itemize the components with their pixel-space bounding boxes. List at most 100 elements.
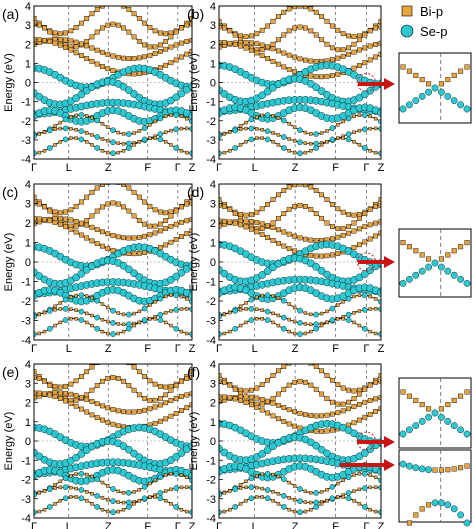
bi-point — [110, 200, 116, 206]
se-point — [329, 125, 336, 131]
y-axis-label: Energy (eV) — [3, 53, 15, 112]
se-point — [78, 487, 85, 493]
bi-point — [259, 27, 265, 33]
se-point — [248, 136, 255, 143]
bi-point — [173, 411, 179, 416]
bi-point — [74, 128, 78, 132]
bi-point — [74, 317, 78, 321]
bi-point — [281, 32, 287, 38]
bi-point — [292, 54, 297, 60]
inset-bi-point — [458, 244, 464, 250]
y-tick-label: -4 — [21, 154, 31, 166]
bi-point — [131, 213, 137, 219]
bi-point — [373, 116, 378, 121]
bi-point — [163, 311, 168, 315]
y-tick-label: 0 — [210, 436, 216, 448]
se-point — [94, 504, 100, 510]
bi-point — [276, 368, 281, 374]
bi-point — [163, 114, 168, 118]
bi-point — [270, 413, 276, 419]
se-point — [47, 127, 53, 134]
y-tick-label: 4 — [25, 359, 31, 371]
y-tick-label: 0 — [210, 257, 216, 269]
bi-point — [136, 194, 142, 200]
inset-bi-point — [413, 512, 419, 518]
bi-point — [357, 143, 362, 147]
se-point — [248, 125, 255, 132]
bi-point — [357, 293, 362, 297]
bi-point — [100, 64, 105, 69]
bi-point — [367, 206, 373, 212]
bi-point — [105, 376, 111, 381]
bi-point — [346, 33, 351, 39]
bi-point — [73, 39, 79, 45]
inset-se-point — [444, 417, 452, 425]
se-point — [110, 320, 116, 326]
se-point — [157, 115, 164, 122]
bi-point — [57, 210, 63, 216]
bi-point — [90, 296, 94, 300]
bi-point — [357, 63, 362, 68]
se-point — [317, 266, 326, 275]
bi-point — [89, 45, 95, 51]
bi-point — [221, 218, 227, 224]
band-line — [34, 202, 192, 227]
bi-point — [185, 485, 189, 489]
bi-point — [34, 375, 37, 380]
bi-point — [90, 143, 94, 147]
bi-point — [368, 473, 372, 477]
inset-se-point — [405, 426, 413, 434]
bi-point — [89, 412, 95, 418]
se-point — [280, 504, 287, 510]
bi-point — [73, 403, 79, 409]
bi-point — [346, 406, 351, 412]
bi-point — [63, 390, 69, 396]
bi-point — [63, 383, 69, 389]
bi-point — [303, 322, 308, 326]
bi-point — [287, 302, 291, 306]
bi-point — [303, 379, 308, 385]
bi-point — [169, 143, 173, 147]
bi-point — [73, 378, 79, 384]
se-point — [172, 453, 180, 461]
se-point — [313, 490, 320, 496]
bi-point — [157, 49, 163, 54]
bi-point — [163, 242, 169, 248]
bi-point — [179, 329, 184, 334]
bi-point — [276, 14, 281, 19]
bi-point — [34, 37, 37, 42]
panel-label: (d) — [187, 184, 204, 200]
se-point — [182, 265, 191, 273]
bi-point — [84, 235, 90, 241]
bi-point — [254, 229, 260, 235]
legend-se-label: Se-p — [420, 24, 447, 39]
bi-point — [189, 217, 192, 222]
y-tick-label: 0 — [25, 257, 31, 269]
se-point — [126, 490, 132, 496]
bi-point — [238, 143, 243, 147]
se-point — [306, 259, 315, 268]
bi-point — [324, 373, 330, 378]
bi-point — [368, 485, 372, 490]
bi-point — [281, 50, 287, 56]
bi-point — [259, 226, 265, 231]
y-tick-label: -3 — [206, 316, 216, 328]
bi-point — [270, 400, 276, 406]
bi-point — [131, 409, 137, 415]
bi-point — [248, 212, 254, 217]
se-point — [361, 126, 368, 133]
x-tick-label: F — [144, 521, 151, 529]
bi-point — [163, 400, 169, 406]
se-point — [82, 266, 91, 274]
bi-point — [42, 391, 47, 397]
bi-point — [336, 303, 340, 307]
se-point — [248, 116, 255, 123]
se-point — [361, 292, 368, 299]
bi-point — [121, 409, 126, 415]
bi-point — [319, 192, 324, 198]
bi-point — [346, 224, 351, 230]
bi-point — [325, 320, 329, 325]
x-tick-label: Z — [378, 521, 385, 529]
